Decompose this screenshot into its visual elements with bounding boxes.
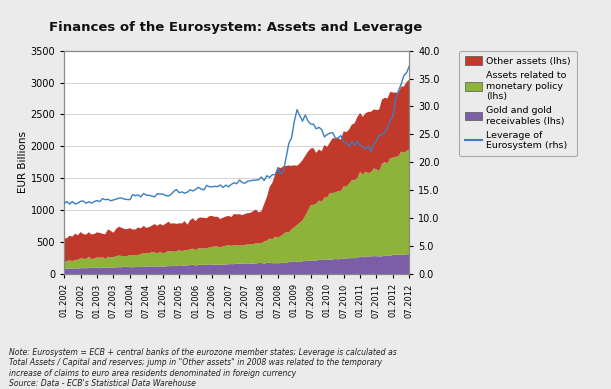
Text: Note: Eurosystem = ECB + central banks of the eurozone member states; Leverage i: Note: Eurosystem = ECB + central banks o… — [9, 348, 397, 388]
Y-axis label: EUR Billions: EUR Billions — [18, 131, 27, 193]
Legend: Other assets (lhs), Assets related to
monetary policy
(lhs), Gold and gold
recei: Other assets (lhs), Assets related to mo… — [459, 51, 577, 156]
Text: Finances of the Eurosystem: Assets and Leverage: Finances of the Eurosystem: Assets and L… — [49, 21, 422, 34]
